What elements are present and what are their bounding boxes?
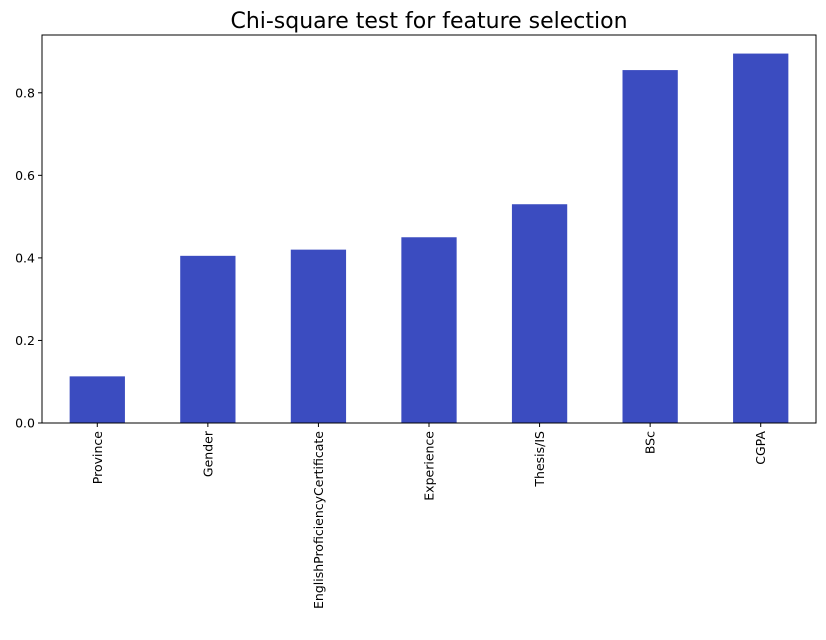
y-tick-label: 0.4 bbox=[15, 250, 35, 265]
bar-thesis-is bbox=[511, 204, 568, 423]
bar-englishproficiencycertificate bbox=[290, 249, 347, 423]
y-tick-label: 0.6 bbox=[15, 168, 35, 183]
x-tick-label: Province bbox=[90, 431, 105, 484]
bar-cgpa bbox=[733, 53, 789, 424]
x-tick-label: Gender bbox=[200, 430, 215, 477]
chart-title: Chi-square test for feature selection bbox=[230, 9, 627, 34]
x-tick-label: CGPA bbox=[753, 431, 768, 465]
x-tick-label: BSc bbox=[643, 431, 658, 454]
bar-experience bbox=[401, 237, 457, 423]
y-tick-label: 0.8 bbox=[15, 85, 35, 100]
bars-group bbox=[69, 53, 789, 424]
x-tick-label: Experience bbox=[422, 431, 437, 501]
bar-province bbox=[69, 376, 125, 423]
x-tick-label: Thesis/IS bbox=[532, 431, 547, 488]
bar-gender bbox=[180, 255, 236, 423]
x-tick-label: EnglishProficiencyCertificate bbox=[311, 431, 326, 609]
y-tick-label: 0.2 bbox=[15, 333, 35, 348]
x-axis: Province Gender EnglishProficiencyCertific… bbox=[90, 423, 768, 609]
y-axis: 0.0 0.2 0.4 0.6 0.8 bbox=[15, 85, 42, 431]
plot-frame bbox=[41, 34, 817, 424]
bar-bsc bbox=[622, 70, 678, 423]
y-tick-label: 0.0 bbox=[15, 416, 35, 431]
